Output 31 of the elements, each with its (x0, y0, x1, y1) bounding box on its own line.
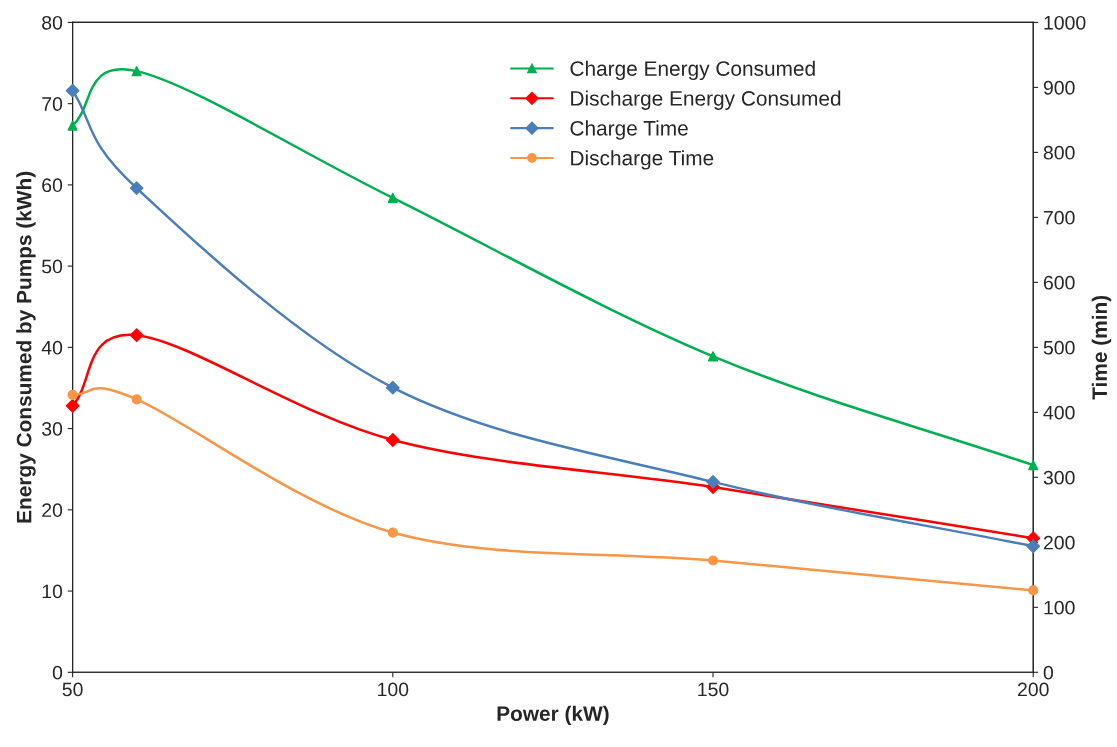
y2-tick-label: 400 (1043, 405, 1075, 420)
y-tick-label: 30 (42, 422, 63, 436)
y-tick-label: 20 (42, 503, 63, 518)
x-tick-label: 100 (378, 682, 409, 697)
y2-tick-label: 1000 (1044, 15, 1086, 30)
legend-label: Charge Energy Consumed (570, 60, 815, 81)
y2-tick-label: 100 (1044, 600, 1075, 615)
legend-label: Charge Time (570, 120, 688, 140)
y-tick-label: 0 (52, 665, 63, 680)
y2-tick-label: 300 (1043, 470, 1075, 485)
y-axis-title: Energy Consumed by Pumps (kWh) (16, 171, 36, 523)
y2-axis-title: Time (min) (1091, 295, 1112, 400)
y2-tick-label: 200 (1043, 535, 1075, 550)
y2-tick-label: 500 (1043, 340, 1075, 355)
y2-tick-label: 800 (1043, 145, 1075, 160)
x-tick-label: 150 (698, 682, 729, 697)
y2-tick-label: 900 (1043, 80, 1075, 95)
legend-label: Discharge Energy Consumed (571, 90, 841, 110)
y-tick-label: 10 (42, 584, 63, 599)
y2-tick-label: 700 (1043, 210, 1075, 225)
y2-tick-label: 0 (1043, 665, 1053, 680)
y2-tick-label: 600 (1043, 275, 1075, 290)
y-tick-label: 70 (42, 97, 63, 111)
x-axis-title: Power (kW) (497, 705, 609, 726)
y-tick-label: 50 (42, 259, 63, 274)
y-tick-label: 40 (41, 340, 63, 355)
x-tick-label: 50 (62, 682, 83, 697)
legend-label: Discharge Time (571, 150, 714, 170)
x-tick-label: 200 (1017, 682, 1049, 697)
y-tick-label: 80 (42, 15, 63, 30)
y-tick-label: 60 (42, 178, 63, 193)
